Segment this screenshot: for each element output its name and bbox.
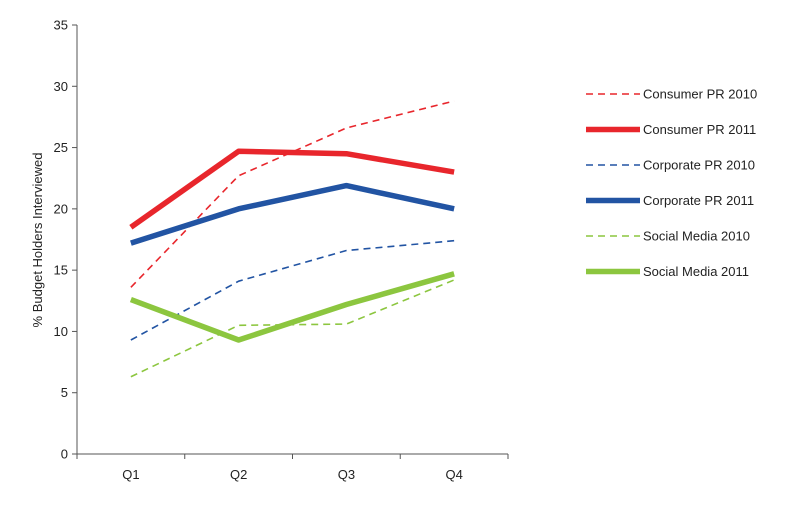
x-tick-label: Q4: [445, 467, 462, 482]
legend-label-consumer-pr-2010: Consumer PR 2010: [643, 87, 757, 102]
x-tick-label: Q3: [338, 467, 355, 482]
x-axis-ticks: Q1 Q2 Q3 Q4: [76, 454, 509, 482]
legend-label-social-media-2010: Social Media 2010: [643, 229, 750, 244]
legend-label-social-media-2011: Social Media 2011: [643, 264, 749, 279]
series-line-corporate-pr-2011: [130, 182, 455, 246]
series-line-corporate-pr-2010: [130, 239, 455, 341]
series-lines: [129, 100, 455, 378]
y-axis-ticks: 0 5 10 15 20 25 30 35: [54, 18, 77, 462]
x-tick-label: Q2: [230, 467, 247, 482]
y-axis-title: % Budget Holders Interviewed: [30, 153, 45, 328]
legend-label-corporate-pr-2010: Corporate PR 2010: [643, 158, 755, 173]
y-tick-label: 0: [61, 447, 68, 462]
y-tick-label: 25: [54, 140, 68, 155]
series-line-social-media-2010: [130, 279, 455, 378]
legend-label-corporate-pr-2011: Corporate PR 2011: [643, 193, 754, 208]
x-tick-label: Q1: [122, 467, 139, 482]
y-tick-label: 5: [61, 385, 68, 400]
y-tick-label: 30: [54, 79, 68, 94]
legend-label-consumer-pr-2011: Consumer PR 2011: [643, 122, 756, 137]
legend: Consumer PR 2010 Consumer PR 2011 Corporat…: [586, 87, 757, 279]
series-line-consumer-pr-2010: [130, 100, 455, 288]
y-tick-label: 35: [54, 18, 68, 33]
y-tick-label: 15: [54, 263, 68, 278]
series-line-consumer-pr-2011: [129, 148, 455, 230]
y-tick-label: 10: [54, 324, 68, 339]
series-line-social-media-2011: [129, 271, 455, 343]
y-tick-label: 20: [54, 201, 68, 216]
